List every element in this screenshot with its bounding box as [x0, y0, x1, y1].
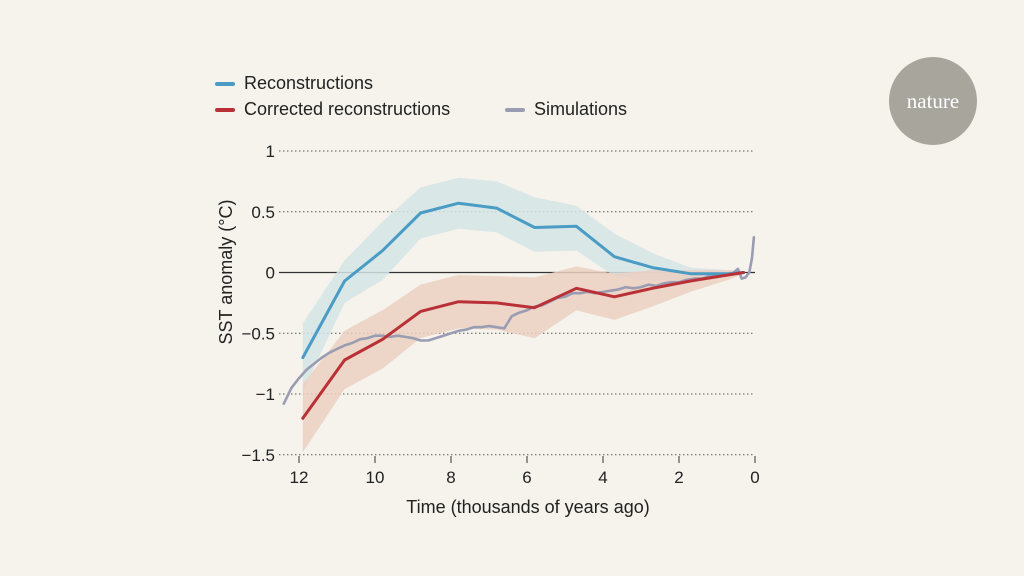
series-line-1 [301, 271, 746, 420]
uncertainty-band-0 [302, 177, 744, 392]
x-tick-label: 10 [366, 468, 385, 487]
y-tick-label: −0.5 [241, 324, 275, 343]
legend-item-corrected: Corrected reconstructions [215, 99, 450, 120]
logo-text: nature [906, 88, 960, 113]
y-tick-label: 1 [266, 142, 275, 161]
y-tick-label: −1 [256, 385, 275, 404]
y-axis-ticks: 1 0.5 0 −0.5 −1 −1.5 [241, 142, 275, 465]
legend-item-reconstructions: Reconstructions [215, 73, 373, 94]
y-axis-label: SST anomaly (°C) [216, 200, 236, 345]
x-tick-label: 6 [522, 468, 531, 487]
x-tick-label: 12 [290, 468, 309, 487]
y-tick-label: 0 [266, 264, 275, 283]
legend-item-simulations: Simulations [505, 99, 627, 120]
series-lines [282, 201, 756, 420]
series-line-0 [301, 201, 746, 360]
uncertainty-bands [302, 177, 744, 453]
y-tick-label: −1.5 [241, 446, 275, 465]
x-tick-label: 0 [750, 468, 759, 487]
x-axis-label: Time (thousands of years ago) [406, 497, 649, 517]
y-tick-label: 0.5 [251, 203, 275, 222]
legend-label-corrected: Corrected reconstructions [244, 99, 451, 119]
x-tick-label: 2 [674, 468, 683, 487]
legend-swatch-simulations [505, 107, 525, 112]
x-tick-label: 4 [598, 468, 607, 487]
x-tick-label: 8 [446, 468, 455, 487]
nature-logo: nature [889, 57, 977, 145]
legend-swatch-corrected [215, 107, 235, 112]
uncertainty-band-1 [302, 266, 744, 453]
legend-label-reconstructions: Reconstructions [244, 73, 374, 93]
legend-swatch-reconstructions [215, 81, 235, 86]
x-axis-ticks: 12 10 8 6 4 2 0 [290, 456, 760, 487]
legend-label-simulations: Simulations [534, 99, 628, 119]
